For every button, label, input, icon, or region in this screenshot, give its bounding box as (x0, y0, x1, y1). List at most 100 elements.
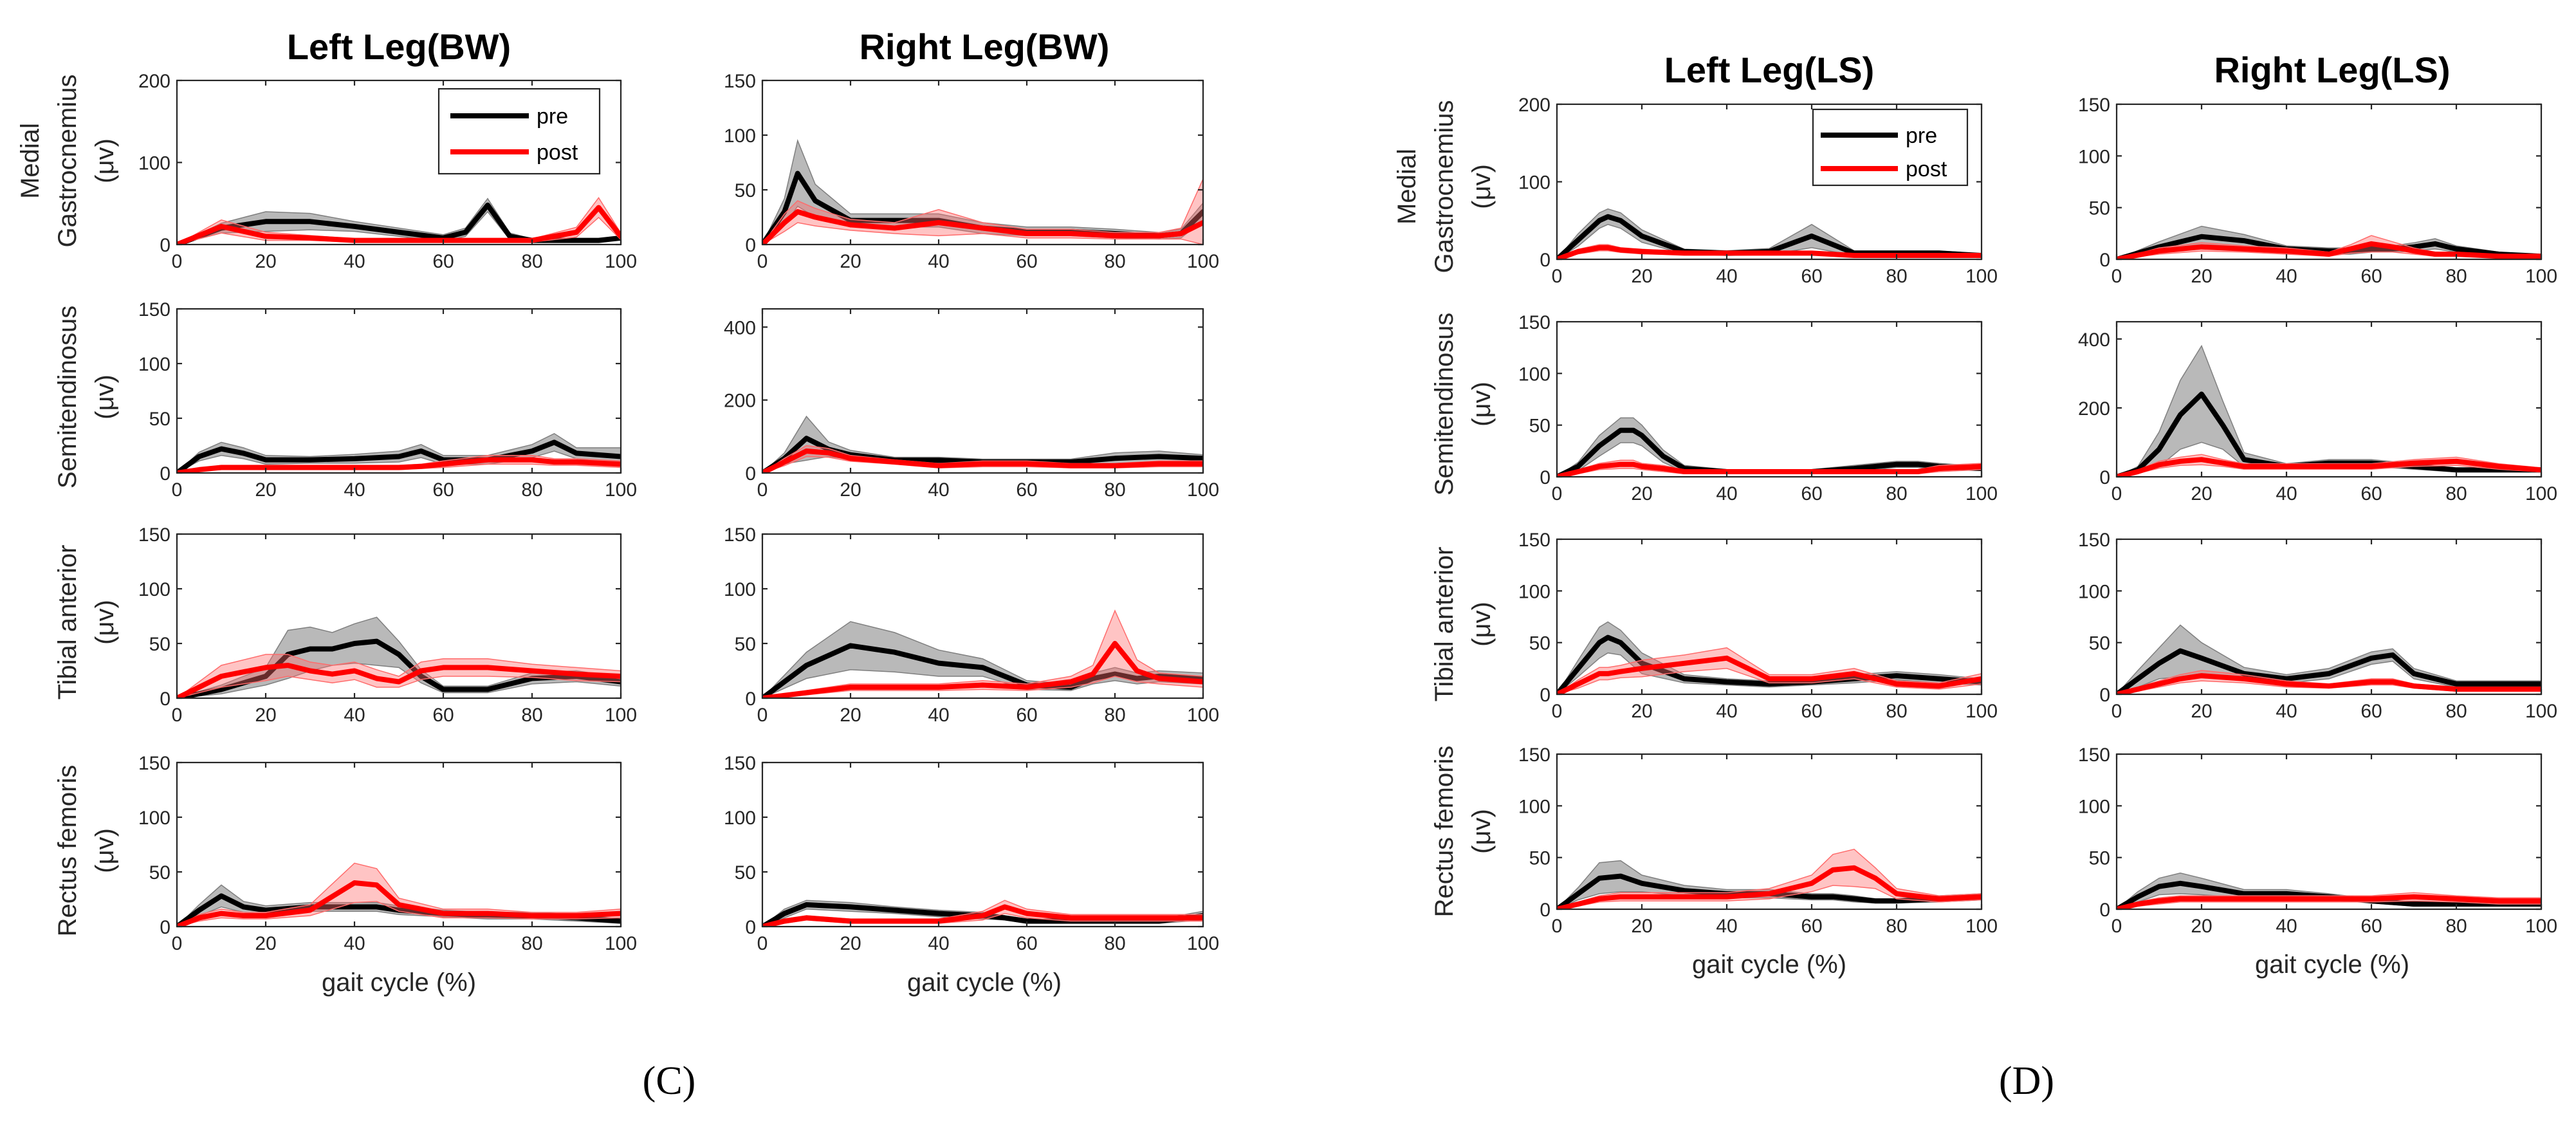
y-tick-label: 200 (1518, 95, 1550, 116)
y-tick-label: 50 (735, 634, 756, 655)
x-tick-label: 40 (344, 479, 365, 501)
y-tick-label: 100 (724, 125, 756, 147)
y-tick-label: 0 (2099, 467, 2110, 488)
row-label-unit: (μv) (91, 600, 119, 645)
legend-label-pre: pre (1906, 124, 1937, 148)
legend-label-post: post (1906, 157, 1947, 181)
subplot: 0 200 400 0 20 40 60 80 100 (2078, 320, 2557, 504)
axes-box (176, 533, 622, 699)
series-line-post (177, 663, 621, 698)
x-tick-label: 60 (1016, 933, 1037, 954)
y-tick-label: 0 (1540, 467, 1550, 488)
x-tick-label: 80 (1104, 933, 1125, 954)
x-tick-label: 20 (255, 479, 276, 501)
y-tick-label: 400 (2078, 329, 2110, 351)
x-tick-label: 40 (344, 705, 365, 726)
series-line-pre (2117, 648, 2541, 694)
x-tick-label: 20 (2191, 266, 2212, 287)
x-tick-label: 40 (928, 479, 949, 501)
y-tick-label: 0 (2099, 250, 2110, 271)
y-tick-label: 100 (724, 579, 756, 600)
axes-box (761, 79, 1204, 246)
series-line-post (1557, 461, 1982, 477)
subplot-data (1557, 621, 1982, 694)
series-line-post (177, 880, 621, 927)
x-tick-label: 40 (1716, 916, 1737, 937)
y-tick-label: 0 (1540, 685, 1550, 706)
axes-box (1556, 753, 1983, 911)
x-tick-label: 80 (1886, 701, 1907, 722)
x-tick-label: 0 (2111, 266, 2122, 287)
row-label-d-gastrocnemius: Medial Gastrocnemius (μv) (1393, 100, 1496, 273)
x-tick-label: 20 (840, 933, 861, 954)
axes-box (761, 308, 1204, 474)
subplot: 0 50 100 150 0 20 40 60 80 100 (724, 71, 1219, 272)
y-tick-label: 0 (160, 917, 170, 938)
x-tick-label: 60 (2360, 266, 2382, 287)
x-tick-label: 60 (1016, 479, 1037, 501)
axes-box (176, 761, 622, 928)
x-tick-label: 60 (1016, 251, 1037, 272)
y-tick-label: 100 (1518, 796, 1550, 817)
y-tick-label: 150 (1518, 312, 1550, 333)
x-tick-label: 100 (605, 479, 637, 501)
x-tick-label: 20 (255, 251, 276, 272)
y-tick-label: 150 (138, 299, 170, 320)
col-title-d-left: Left Leg(LS) (1664, 50, 1875, 90)
x-tick-label: 0 (1552, 266, 1563, 287)
axes-box (176, 308, 622, 474)
x-tick-label: 20 (2191, 916, 2212, 937)
y-tick-label: 150 (2078, 530, 2110, 551)
axes-box (2115, 538, 2543, 696)
subplot-data (762, 138, 1203, 245)
x-tick-label: 20 (255, 705, 276, 726)
x-tick-label: 0 (2111, 701, 2122, 722)
y-tick-label: 100 (2078, 146, 2110, 167)
series-line-pre (2117, 391, 2541, 477)
y-tick-label: 0 (2099, 685, 2110, 706)
x-tick-label: 40 (1716, 483, 1737, 504)
panel-label-c: (C) (643, 1059, 696, 1103)
x-tick-label: 40 (928, 251, 949, 272)
x-tick-label: 0 (172, 479, 183, 501)
row-label-line: Gastrocnemius (53, 75, 82, 248)
x-tick-label: 80 (1104, 705, 1125, 726)
axes-box (2115, 320, 2543, 478)
y-tick-label: 150 (724, 753, 756, 774)
row-label-unit: (μv) (1467, 164, 1496, 209)
y-tick-label: 100 (1518, 172, 1550, 194)
x-tick-label: 40 (1716, 266, 1737, 287)
x-tick-label: 100 (2525, 483, 2557, 504)
x-tick-label: 40 (928, 933, 949, 954)
row-label-c-gastrocnemius: Medial Gastrocnemius (μv) (16, 75, 119, 248)
subplot-data (762, 900, 1203, 927)
y-tick-label: 400 (724, 317, 756, 338)
xlabel-d-left: gait cycle (%) (1692, 950, 1846, 979)
col-title-c-left: Left Leg(BW) (287, 26, 511, 67)
x-tick-label: 60 (2360, 916, 2382, 937)
x-tick-label: 100 (2525, 701, 2557, 722)
subplot: 0 50 100 150 0 20 40 60 80 100 (138, 524, 637, 726)
row-label-line: Medial (16, 123, 44, 199)
x-tick-label: 40 (2276, 916, 2297, 937)
x-tick-label: 0 (1552, 701, 1563, 722)
y-tick-label: 0 (1540, 900, 1550, 921)
x-tick-label: 60 (1801, 483, 1822, 504)
x-tick-label: 100 (605, 933, 637, 954)
x-tick-label: 80 (2445, 916, 2467, 937)
x-tick-label: 40 (344, 933, 365, 954)
series-line-post (1557, 865, 1982, 909)
x-tick-label: 60 (1801, 916, 1822, 937)
x-tick-label: 20 (2191, 701, 2212, 722)
y-tick-label: 50 (149, 862, 170, 883)
y-tick-label: 0 (2099, 900, 2110, 921)
x-tick-label: 100 (1187, 479, 1219, 501)
x-tick-label: 0 (1552, 483, 1563, 504)
x-tick-label: 80 (521, 251, 542, 272)
series-line-post (1557, 245, 1982, 259)
row-label-c-semitendinosus: Semitendinosus (μv) (53, 306, 119, 489)
y-tick-label: 200 (724, 391, 756, 412)
series-band-pre (177, 432, 621, 473)
x-tick-label: 0 (2111, 916, 2122, 937)
